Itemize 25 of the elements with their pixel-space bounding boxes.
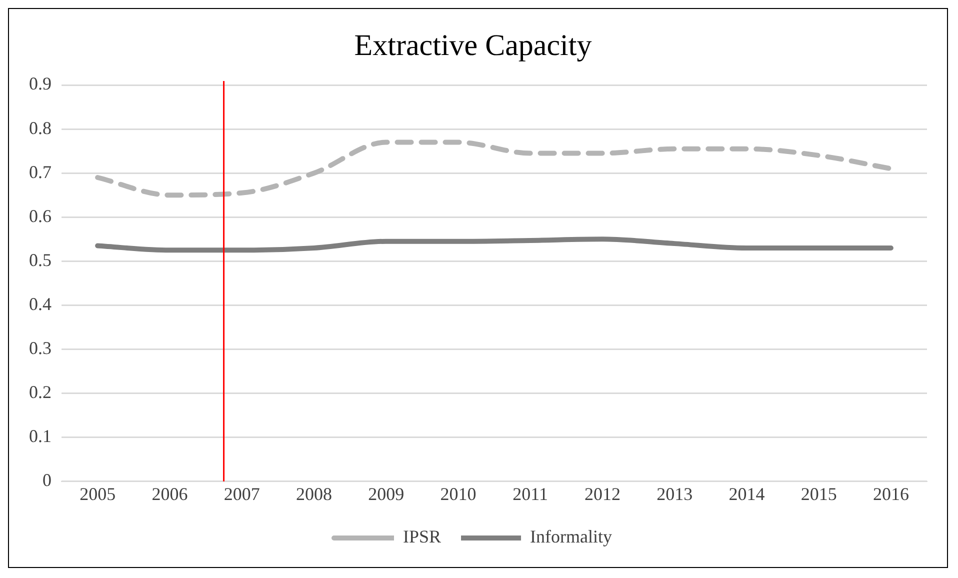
y-tick-label: 0.1 <box>29 426 52 446</box>
legend-label: Informality <box>530 526 612 547</box>
x-tick-label: 2006 <box>152 484 188 504</box>
x-tick-label: 2016 <box>872 484 909 504</box>
x-tick-label: 2005 <box>80 484 116 504</box>
y-tick-label: 0.8 <box>29 118 52 138</box>
x-tick-label: 2011 <box>512 484 548 504</box>
y-tick-label: 0.5 <box>29 250 52 270</box>
x-tick-label: 2008 <box>296 484 332 504</box>
x-tick-label: 2013 <box>656 484 693 504</box>
y-tick-label: 0.2 <box>29 382 52 402</box>
x-tick-label: 2007 <box>224 484 260 504</box>
chart-title: Extractive Capacity <box>354 28 592 62</box>
y-tick-label: 0.3 <box>29 338 52 358</box>
x-tick-label: 2009 <box>368 484 404 504</box>
x-tick-label: 2015 <box>800 484 837 504</box>
y-tick-label: 0.7 <box>29 162 52 182</box>
y-tick-label: 0.6 <box>29 206 52 226</box>
x-tick-label: 2012 <box>584 484 620 504</box>
y-tick-label: 0.4 <box>29 294 52 314</box>
y-tick-label: 0.9 <box>29 74 52 94</box>
legend-label: IPSR <box>403 526 442 547</box>
x-tick-label: 2014 <box>728 484 765 504</box>
y-tick-label: 0 <box>42 470 52 490</box>
x-tick-label: 2010 <box>440 484 476 504</box>
